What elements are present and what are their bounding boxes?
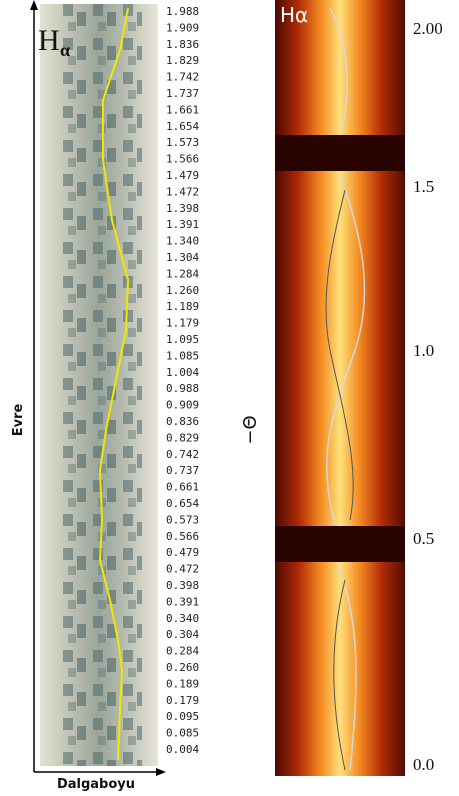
phase-label: 0.179 <box>166 694 199 707</box>
phase-label: 0.909 <box>166 399 199 412</box>
phase-label: 0.472 <box>166 563 199 576</box>
spectrum-texture <box>58 4 142 766</box>
phase-label: 1.829 <box>166 54 199 67</box>
phase-label: 0.189 <box>166 677 199 690</box>
phase-label: 1.340 <box>166 235 199 248</box>
phase-label: 1.654 <box>166 120 199 133</box>
gap-band <box>275 526 405 562</box>
phase-label: 1.988 <box>166 5 199 18</box>
phase-label: 0.573 <box>166 513 199 526</box>
panel-label: Hα <box>280 3 308 27</box>
panel-label-sub: α <box>60 40 70 60</box>
phase-label: 0.479 <box>166 546 199 559</box>
arrow-head <box>156 768 166 776</box>
phase-label: 1.179 <box>166 317 199 330</box>
phase-label: 0.829 <box>166 431 199 444</box>
tick-label: 0.5 <box>413 529 434 548</box>
phase-label: 0.284 <box>166 645 199 658</box>
phase-label: 1.391 <box>166 218 199 231</box>
phase-label: 0.661 <box>166 481 199 494</box>
phase-label: 0.340 <box>166 612 199 625</box>
phase-label: 1.284 <box>166 267 199 280</box>
phase-label: 1.661 <box>166 103 199 116</box>
tick-label: 0.0 <box>413 755 434 774</box>
phase-label: 1.260 <box>166 284 199 297</box>
phase-label: 0.742 <box>166 448 199 461</box>
y-axis-label: −Θ <box>240 415 261 444</box>
phase-label: 0.304 <box>166 628 199 641</box>
trailed-spectrum <box>275 0 405 776</box>
phase-label: 0.654 <box>166 497 199 510</box>
phase-label: 1.737 <box>166 87 199 100</box>
phase-label: 1.472 <box>166 185 199 198</box>
phase-label: 1.836 <box>166 38 199 51</box>
fit-curve <box>325 189 354 771</box>
phase-label: 1.085 <box>166 349 199 362</box>
tick-label: 2.00 <box>413 19 443 38</box>
phase-label: 1.189 <box>166 300 199 313</box>
phase-label: 0.737 <box>166 464 199 477</box>
phase-label: 1.304 <box>166 251 199 264</box>
phase-label: 0.260 <box>166 661 199 674</box>
phase-label: 1.095 <box>166 333 199 346</box>
tick-label: 1.5 <box>413 177 434 196</box>
phase-label: 0.391 <box>166 595 199 608</box>
panel-label: H <box>38 24 60 57</box>
phase-label: 1.573 <box>166 136 199 149</box>
phase-label: 1.004 <box>166 366 199 379</box>
phase-label: 1.398 <box>166 202 199 215</box>
phase-label: 1.909 <box>166 21 199 34</box>
tick-label: 1.0 <box>413 341 434 360</box>
phase-label: 0.004 <box>166 743 199 756</box>
phase-label: 1.566 <box>166 153 199 166</box>
phase-label: 0.988 <box>166 382 199 395</box>
fit-curve <box>325 7 366 771</box>
phase-label: 1.742 <box>166 71 199 84</box>
gap-band <box>275 135 405 171</box>
x-axis-label: Dalgaboyu <box>57 777 135 792</box>
phase-label: 0.836 <box>166 415 199 428</box>
phase-label: 0.085 <box>166 727 199 740</box>
y-axis-label: Evre <box>11 404 26 437</box>
phase-label: 1.479 <box>166 169 199 182</box>
phase-label: 0.566 <box>166 530 199 543</box>
arrow-head <box>30 0 38 10</box>
phase-label: 0.095 <box>166 710 199 723</box>
velocity-curve <box>98 7 130 761</box>
phase-label: 0.398 <box>166 579 199 592</box>
